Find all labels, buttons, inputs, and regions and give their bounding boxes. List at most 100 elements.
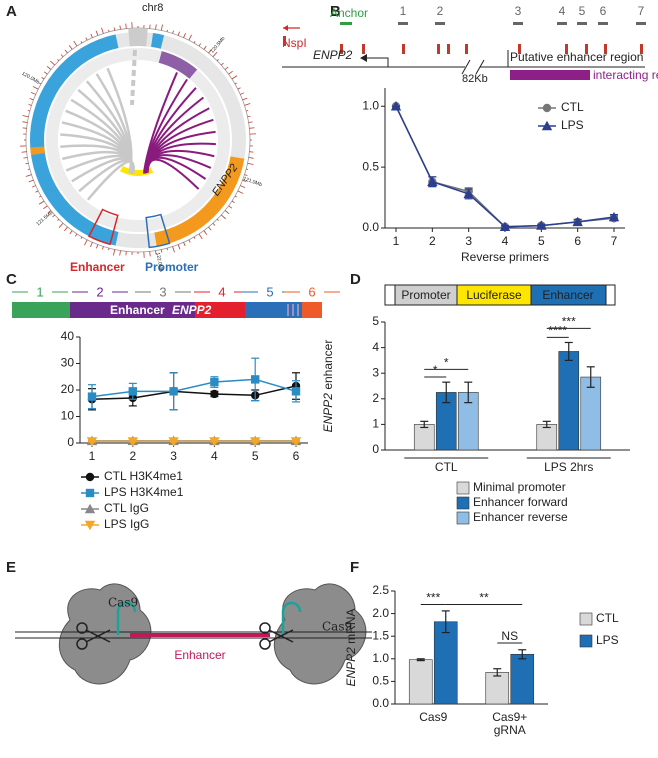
marker: [427, 176, 438, 186]
y-tick-label: 40: [61, 329, 75, 343]
coverage-tick: [216, 59, 219, 62]
blue-track: [29, 34, 119, 246]
panel-label: D: [350, 271, 361, 288]
coverage-tick: [160, 24, 163, 31]
break: [461, 59, 471, 75]
coverage-tick: [231, 75, 238, 80]
legend-label: LPS H3K4me1: [104, 485, 184, 499]
bar: [558, 351, 580, 451]
protein-label: Cas9: [322, 620, 352, 634]
significance-label: *: [433, 363, 438, 377]
site-tick: [362, 44, 365, 54]
marker: [250, 437, 261, 447]
x-tick-label: 3: [465, 234, 472, 248]
coverage-tick: [247, 115, 251, 118]
coverage-tick: [208, 226, 212, 231]
primer-label: 6: [308, 284, 315, 299]
coverage-tick: [242, 179, 247, 182]
coverage-tick: [248, 157, 254, 159]
y-tick-label: 2.0: [372, 606, 389, 620]
y-tick-label: 3: [372, 365, 379, 379]
coverage-tick: [22, 115, 29, 118]
primer-label: 2: [96, 284, 103, 299]
y-tick-label: 0: [372, 442, 379, 456]
site-tick: [283, 36, 286, 46]
part-label: Luciferase: [466, 288, 522, 302]
scale-label: 121.0Mb: [242, 176, 263, 188]
coverage-tick: [68, 45, 73, 50]
coverage-tick: [203, 45, 207, 50]
x-tick-label: LPS 2hrs: [544, 460, 593, 474]
primer-label: 6: [600, 4, 607, 18]
coverage-tick: [30, 92, 36, 95]
x-tick-label: 6: [293, 449, 300, 463]
coverage-tick: [38, 200, 45, 205]
primer-label: 3: [159, 284, 166, 299]
bar: [510, 653, 535, 705]
legend-label: Enhancer forward: [473, 495, 568, 509]
y-axis-label: ENPP2 enhancer: [321, 340, 335, 433]
significance-label: ***: [426, 591, 440, 605]
x-tick-label: gRNA: [494, 723, 526, 737]
significance-label: ***: [562, 315, 576, 329]
x-tick-label: CTL: [435, 460, 458, 474]
y-tick-label: 1.0: [372, 651, 389, 665]
site-tick: [402, 44, 405, 54]
y-tick-label: 1.0: [362, 98, 379, 112]
coverage-tick: [73, 40, 78, 47]
enhancer-diagram: Enhancer ENPP2 1 2 3 4 5 6: [12, 284, 340, 318]
significance-label: NS: [501, 629, 518, 643]
primer-bar: [598, 22, 608, 25]
primer-label: 7: [638, 4, 645, 18]
y-tick-label: 0.0: [362, 220, 379, 234]
x-tick-label: 1: [393, 234, 400, 248]
segment: [70, 302, 195, 318]
marker: [168, 437, 179, 447]
x-tick-label: Cas9+: [492, 710, 527, 724]
marker: [86, 437, 98, 447]
coverage-tick: [244, 103, 251, 106]
marker: [291, 387, 301, 396]
scale-label: 120.0Mb: [21, 71, 41, 86]
segment: [12, 302, 70, 318]
coverage-tick: [21, 151, 27, 153]
coverage-tick: [240, 92, 245, 95]
coverage-tick: [224, 66, 229, 70]
primer-label: 2: [437, 4, 444, 18]
region-label: Putative enhancer region: [510, 50, 643, 64]
link: [146, 158, 200, 190]
coverage-tick: [84, 239, 88, 246]
coverage-tick: [57, 59, 60, 62]
legend-label: LPS: [596, 633, 619, 647]
coverage-tick: [85, 37, 88, 41]
link: [146, 156, 207, 180]
x-tick-label: 5: [538, 234, 545, 248]
coverage-tick: [246, 110, 249, 112]
stripe: [292, 304, 294, 316]
y-tick-label: 4: [372, 340, 379, 354]
coverage-tick: [57, 218, 60, 221]
gene-label: ENPP2: [172, 303, 212, 317]
coverage-tick: [246, 168, 249, 170]
coverage-tick: [23, 157, 28, 159]
primer-label: 5: [579, 4, 586, 18]
site-tick: [585, 44, 588, 54]
site-tick: [604, 44, 607, 54]
primer-label: 4: [218, 284, 225, 299]
grna: [281, 601, 302, 635]
x-tick-label: 2: [129, 449, 136, 463]
primer-bar: [398, 22, 408, 25]
y-tick-label: 0.0: [372, 696, 389, 710]
marker: [572, 216, 583, 227]
site-tick: [340, 44, 343, 54]
y-tick-label: 2.5: [372, 583, 389, 597]
coverage-tick: [183, 242, 186, 247]
coverage-tick: [43, 205, 48, 210]
site-ticks: [283, 36, 643, 54]
x-tick-label: 6: [574, 234, 581, 248]
significance-label: ****: [548, 324, 567, 338]
coverage-tick: [160, 249, 163, 253]
coverage-tick: [28, 179, 34, 183]
